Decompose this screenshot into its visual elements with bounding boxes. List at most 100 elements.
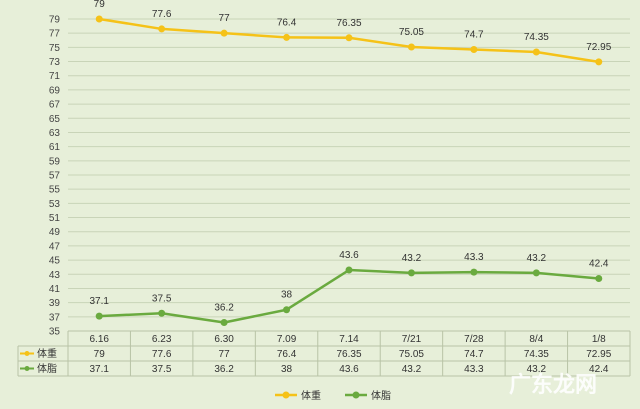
y-tick-label: 39 bbox=[49, 298, 61, 309]
gridlines bbox=[68, 18, 630, 332]
data-label: 77.6 bbox=[152, 9, 172, 20]
data-point bbox=[470, 268, 478, 276]
data-point bbox=[407, 43, 415, 51]
data-point bbox=[283, 33, 291, 41]
legend-label: 体脂 bbox=[371, 389, 391, 402]
table-cell: 74.7 bbox=[464, 349, 484, 360]
table-cell: 76.4 bbox=[277, 349, 297, 360]
data-label: 76.35 bbox=[336, 18, 361, 29]
data-point bbox=[595, 58, 603, 66]
y-tick-label: 75 bbox=[49, 43, 61, 54]
y-tick-label: 57 bbox=[49, 171, 61, 182]
legend-label: 体重 bbox=[301, 389, 321, 402]
data-label: 72.95 bbox=[586, 42, 611, 53]
data-point bbox=[158, 309, 166, 317]
data-point bbox=[95, 15, 103, 23]
data-label: 77 bbox=[219, 13, 231, 24]
legend-marker bbox=[352, 391, 360, 399]
y-tick-label: 59 bbox=[49, 156, 61, 167]
y-tick-label: 49 bbox=[49, 227, 61, 238]
table-series-name: 体重 bbox=[37, 347, 57, 360]
data-point bbox=[345, 266, 353, 274]
data-label: 43.2 bbox=[402, 253, 422, 264]
data-label: 36.2 bbox=[214, 302, 234, 313]
category-label: 7.09 bbox=[277, 334, 297, 345]
watermark: 广东龙网 bbox=[509, 372, 597, 397]
y-tick-label: 73 bbox=[49, 57, 61, 68]
data-table: 6.16 6.23 6.30 7.09 7.14 7/21 7/28 8/4 1/8 体重 79 77… bbox=[17, 330, 631, 377]
y-tick-label: 55 bbox=[49, 185, 61, 196]
table-cell: 43.2 bbox=[527, 364, 547, 375]
table-cell: 77.6 bbox=[152, 349, 172, 360]
y-axis: 35 37 39 41 43 45 47 49 51 53 55 57 59 61 63 65 67 69 71 73… bbox=[49, 15, 61, 338]
legend: 体重 体脂 bbox=[275, 389, 391, 402]
category-label: 7/21 bbox=[402, 334, 422, 345]
table-cell: 43.2 bbox=[402, 364, 422, 375]
table-cell: 38 bbox=[281, 364, 293, 375]
data-point bbox=[283, 306, 291, 314]
table-cell: 72.95 bbox=[586, 349, 611, 360]
data-point bbox=[220, 318, 228, 326]
y-tick-label: 79 bbox=[49, 15, 61, 26]
y-tick-label: 77 bbox=[49, 29, 61, 40]
y-tick-label: 37 bbox=[49, 312, 61, 323]
table-cell: 74.35 bbox=[524, 349, 549, 360]
table-legend-marker bbox=[24, 351, 30, 356]
data-label: 75.05 bbox=[399, 27, 424, 38]
category-label: 8/4 bbox=[529, 334, 543, 345]
data-point bbox=[595, 275, 603, 283]
table-cell: 43.3 bbox=[464, 364, 484, 375]
data-point bbox=[532, 269, 540, 277]
plot-area: 79 77.6 77 76.4 76.35 75.05 74.7 74.35 72.95 37.1… bbox=[89, 0, 612, 326]
data-point bbox=[220, 29, 228, 37]
data-label: 42.4 bbox=[589, 259, 609, 270]
category-label: 7.14 bbox=[339, 334, 359, 345]
data-label: 43.3 bbox=[464, 252, 484, 263]
series-line-1 bbox=[99, 268, 599, 324]
y-tick-label: 53 bbox=[49, 199, 61, 210]
table-cell: 75.05 bbox=[399, 349, 424, 360]
y-tick-label: 45 bbox=[49, 256, 61, 267]
table-cell: 37.1 bbox=[89, 364, 109, 375]
category-label: 7/28 bbox=[464, 334, 484, 345]
y-tick-label: 47 bbox=[49, 241, 61, 252]
legend-marker bbox=[282, 391, 290, 399]
data-label: 37.5 bbox=[152, 293, 172, 304]
data-label: 74.35 bbox=[524, 32, 549, 43]
data-label: 74.7 bbox=[464, 29, 484, 40]
data-point bbox=[158, 25, 166, 33]
category-label: 6.16 bbox=[89, 334, 109, 345]
table-cell: 42.4 bbox=[589, 364, 609, 375]
category-label: 6.23 bbox=[152, 334, 172, 345]
data-point bbox=[95, 312, 103, 320]
y-tick-label: 61 bbox=[49, 142, 61, 153]
data-label: 38 bbox=[281, 290, 293, 301]
y-tick-label: 51 bbox=[49, 213, 61, 224]
data-label: 79 bbox=[94, 0, 106, 10]
category-label: 6.30 bbox=[214, 334, 234, 345]
table-cell: 36.2 bbox=[214, 364, 234, 375]
y-tick-label: 43 bbox=[49, 270, 61, 281]
data-point bbox=[407, 269, 415, 277]
y-tick-label: 69 bbox=[49, 85, 61, 96]
table-cell: 43.6 bbox=[339, 364, 359, 375]
data-label: 43.2 bbox=[527, 253, 547, 264]
table-series-name: 体脂 bbox=[37, 362, 57, 375]
data-label: 37.1 bbox=[89, 296, 109, 307]
table-cell: 76.35 bbox=[336, 349, 361, 360]
table-cell: 79 bbox=[94, 349, 106, 360]
data-label: 76.4 bbox=[277, 17, 297, 28]
y-tick-label: 41 bbox=[49, 284, 61, 295]
table-cell: 37.5 bbox=[152, 364, 172, 375]
table-legend-marker bbox=[24, 366, 30, 371]
data-point bbox=[532, 48, 540, 56]
data-point bbox=[345, 34, 353, 42]
table-cell: 77 bbox=[219, 349, 231, 360]
data-point bbox=[470, 45, 478, 53]
y-tick-label: 35 bbox=[49, 327, 61, 338]
y-tick-label: 71 bbox=[49, 71, 61, 82]
y-tick-label: 65 bbox=[49, 114, 61, 125]
data-label: 43.6 bbox=[339, 250, 359, 261]
category-label: 1/8 bbox=[592, 334, 606, 345]
